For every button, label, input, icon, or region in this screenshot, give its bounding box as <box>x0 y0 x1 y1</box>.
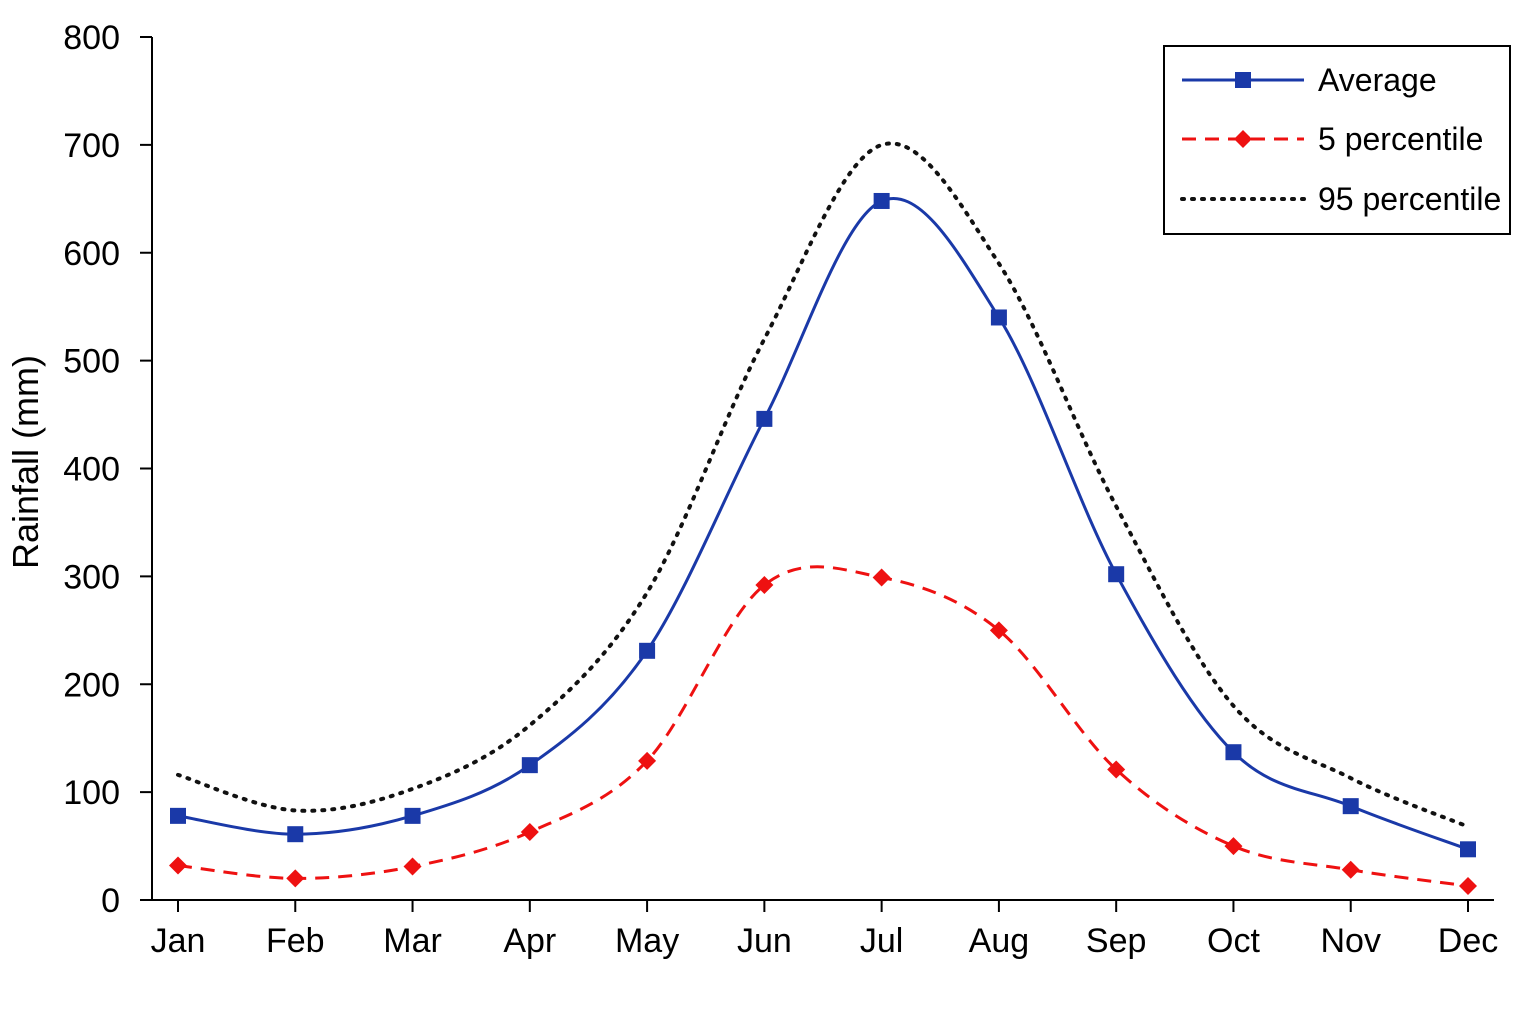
series-line-average <box>177 197 1469 851</box>
data-point-average <box>1225 744 1242 761</box>
data-point-5-percentile <box>1459 876 1477 895</box>
x-tick-label: Mar <box>383 922 442 960</box>
y-axis-title: Rainfall (mm) <box>5 355 46 569</box>
legend-label-5-percentile: 5 percentile <box>1318 121 1483 157</box>
y-tick-label: 0 <box>101 882 120 920</box>
data-point-average <box>287 826 304 843</box>
data-point-5-percentile <box>403 857 422 876</box>
y-tick-label: 800 <box>63 19 120 57</box>
y-tick-label: 300 <box>63 558 120 596</box>
series-markers <box>169 192 1477 895</box>
data-point-5-percentile <box>755 576 774 595</box>
y-axis-ticks: 0 100 200 300 400 500 600 700 800 <box>63 19 152 920</box>
data-point-average <box>521 757 538 774</box>
series-line-95-percentile <box>176 141 1470 829</box>
data-point-5-percentile <box>989 621 1008 640</box>
data-point-average <box>990 309 1007 326</box>
y-tick-label: 700 <box>63 127 120 165</box>
x-tick-label: Feb <box>266 922 325 960</box>
data-point-average <box>404 807 421 824</box>
x-tick-label: Sep <box>1086 922 1147 960</box>
x-tick-label: Dec <box>1438 922 1498 960</box>
legend-marker-average <box>1235 72 1251 88</box>
data-point-average <box>1460 841 1476 858</box>
legend-marker-5-percentile <box>1234 130 1252 148</box>
x-tick-label: Jan <box>151 922 206 960</box>
data-point-5-percentile <box>286 869 305 888</box>
data-point-average <box>756 410 773 427</box>
data-point-average <box>873 192 890 209</box>
legend-frame <box>1163 45 1511 235</box>
data-point-5-percentile <box>169 856 187 875</box>
x-tick-label: Oct <box>1207 922 1260 960</box>
data-point-average <box>639 642 656 659</box>
x-tick-label: Aug <box>969 922 1030 960</box>
x-tick-label: Nov <box>1320 922 1380 960</box>
data-point-5-percentile <box>1341 860 1360 879</box>
y-tick-label: 600 <box>63 235 120 273</box>
data-point-5-percentile <box>1224 837 1243 856</box>
series-line-5-percentile <box>177 565 1469 888</box>
x-tick-label: Jun <box>737 922 792 960</box>
data-point-5-percentile <box>1107 760 1126 779</box>
data-point-5-percentile <box>872 568 891 587</box>
x-axis-ticks: Jan Feb Mar Apr May Jun Jul Aug Sep Oct Nov Dec <box>151 900 1498 960</box>
data-point-average <box>1108 566 1125 583</box>
y-tick-label: 100 <box>63 774 120 812</box>
y-tick-label: 400 <box>63 451 120 489</box>
x-tick-label: Apr <box>503 922 556 960</box>
legend-entries: Average 5 percentile 95 percentile <box>1180 62 1501 217</box>
y-tick-label: 500 <box>63 343 120 381</box>
data-point-average <box>1342 798 1359 815</box>
x-tick-label: May <box>615 922 679 960</box>
series-lines <box>176 141 1470 888</box>
data-point-average <box>170 807 186 824</box>
legend-label-average: Average <box>1318 62 1437 98</box>
y-tick-label: 200 <box>63 666 120 704</box>
data-point-5-percentile <box>520 823 539 842</box>
legend: Average 5 percentile 95 percentile <box>1163 45 1511 235</box>
x-tick-label: Jul <box>860 922 903 960</box>
legend-label-95-percentile: 95 percentile <box>1318 181 1501 217</box>
data-point-5-percentile <box>638 751 657 770</box>
